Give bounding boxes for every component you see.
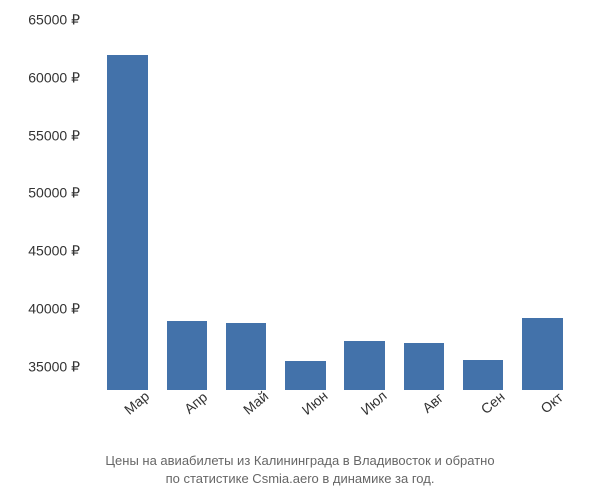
y-tick-label: 65000 ₽ [28, 12, 80, 29]
x-axis: МарАпрМайИюнИюлАвгСенОкт [90, 392, 580, 432]
y-tick-label: 60000 ₽ [28, 69, 80, 86]
y-tick-label: 55000 ₽ [28, 127, 80, 144]
bar-slot [513, 20, 572, 390]
price-chart: 35000 ₽ 40000 ₽ 45000 ₽ 50000 ₽ 55000 ₽ 60000… [0, 0, 600, 500]
bars-group [90, 20, 580, 390]
plot-area [90, 20, 580, 390]
caption-line-2: по статистике Csmia.aero в динамике за г… [10, 470, 590, 488]
caption-line-1: Цены на авиабилеты из Калининграда в Вла… [10, 452, 590, 470]
bar [107, 55, 147, 390]
chart-caption: Цены на авиабилеты из Калининграда в Вла… [0, 452, 600, 488]
bar-slot [394, 20, 453, 390]
y-axis: 35000 ₽ 40000 ₽ 45000 ₽ 50000 ₽ 55000 ₽ 60000… [0, 20, 85, 390]
y-tick-label: 45000 ₽ [28, 243, 80, 260]
y-tick-label: 35000 ₽ [28, 358, 80, 375]
bar-slot [217, 20, 276, 390]
y-tick-label: 40000 ₽ [28, 301, 80, 318]
y-tick-label: 50000 ₽ [28, 185, 80, 202]
bar-slot [335, 20, 394, 390]
bar-slot [98, 20, 157, 390]
bar-slot [454, 20, 513, 390]
bar-slot [276, 20, 335, 390]
bar-slot [157, 20, 216, 390]
